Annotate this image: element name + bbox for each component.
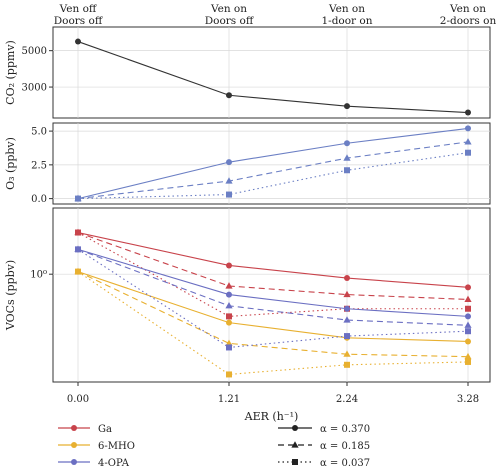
panel-frame: [52, 122, 491, 205]
data-point: [75, 229, 81, 236]
data-point: [344, 140, 350, 147]
series-line: [77, 271, 469, 376]
data-point: [226, 262, 232, 269]
data-point: [226, 159, 232, 166]
series-line: [77, 231, 469, 288]
data-point: [226, 371, 232, 378]
series-line: [77, 127, 469, 200]
data-point: [344, 361, 350, 368]
legend-linestyle-marker: [292, 425, 298, 431]
x-axis: 0.00 1.21 2.24 3.28 AER (h⁻¹): [67, 382, 479, 423]
data-point: [465, 313, 471, 320]
y-tick-label: 5000: [22, 46, 47, 57]
legend-alpha-label: α = 0.037: [320, 458, 370, 469]
data-point: [464, 138, 472, 145]
series-line: [77, 248, 469, 326]
legend-alpha-label: α = 0.185: [320, 441, 370, 452]
data-point: [75, 195, 81, 202]
series-line: [77, 232, 469, 301]
y-tick-label: 2.5: [31, 160, 47, 171]
x-tick-label: 2.24: [336, 394, 358, 405]
series-line: [77, 271, 469, 343]
data-point: [225, 282, 233, 289]
data-point: [465, 305, 471, 312]
y-tick-label: 5.0: [31, 127, 47, 138]
chart-panels: 5000 3000 CO₂ (ppmv) 5.0 2.5 0.0 O₃ (ppbv) 10⁰ V…: [4, 26, 491, 383]
data-point: [464, 295, 472, 303]
data-point: [465, 284, 471, 291]
series-line: [77, 141, 469, 200]
data-point: [343, 350, 351, 357]
data-point: [344, 275, 350, 282]
legend: Ga 6-MHO 4-OPA α = 0.370 α = 0.185 α = 0.037: [58, 424, 370, 469]
y-tick-label: 0.0: [31, 194, 47, 205]
y-tick-label: 3000: [22, 83, 47, 94]
panel-2: 5.0 2.5 0.0 O₃ (ppbv): [4, 122, 491, 205]
data-point: [225, 177, 233, 184]
condition-label-line2: 2-doors on: [440, 15, 497, 27]
condition-label-line1: Ven on: [449, 3, 486, 15]
data-point: [464, 321, 472, 328]
series-line: [77, 232, 468, 317]
legend-compound-label: 6-MHO: [98, 441, 135, 452]
y-axis-label: CO₂ (ppmv): [4, 40, 17, 105]
series-line: [77, 248, 469, 349]
data-point: [226, 344, 232, 351]
x-tick-label: 0.00: [67, 394, 89, 405]
data-point: [344, 103, 350, 110]
data-point: [226, 313, 232, 320]
data-point: [344, 167, 350, 174]
condition-label-line1: Ven off: [59, 3, 98, 15]
y-tick-label: 10⁰: [30, 270, 47, 281]
x-tick-label: 1.21: [218, 394, 240, 405]
data-point: [343, 154, 351, 161]
data-point: [465, 109, 471, 116]
legend-swatch-marker: [71, 442, 77, 448]
data-point: [344, 305, 350, 312]
data-point: [226, 291, 232, 298]
data-point: [75, 246, 81, 253]
data-point: [465, 328, 471, 335]
data-point: [75, 38, 81, 45]
panel-frame: [52, 26, 491, 119]
legend-compound-label: Ga: [98, 424, 112, 435]
legend-linestyle-marker: [292, 459, 298, 465]
condition-label-line2: 1-door on: [321, 15, 372, 27]
x-tick-label: 3.28: [457, 394, 479, 405]
series-line: [77, 41, 469, 114]
data-point: [225, 339, 233, 346]
panel-3: 10⁰ VOCs (ppbv): [4, 207, 491, 383]
series-line: [77, 248, 469, 317]
data-point: [465, 358, 471, 365]
x-axis-label: AER (h⁻¹): [244, 410, 299, 423]
condition-label-line2: Doors off: [205, 15, 255, 27]
panel-frame: [52, 207, 491, 383]
data-point: [344, 333, 350, 340]
data-point: [343, 290, 351, 298]
condition-label-line2: Doors off: [54, 15, 104, 27]
data-point: [464, 352, 472, 360]
series-line: [77, 271, 469, 358]
data-point: [465, 125, 471, 132]
condition-label-line1: Ven on: [328, 3, 365, 15]
legend-compound-label: 4-OPA: [98, 458, 130, 469]
data-point: [75, 268, 81, 275]
data-point: [465, 338, 471, 345]
y-axis-label: VOCs (ppbv): [4, 260, 17, 331]
legend-linestyle-marker: [291, 441, 299, 448]
data-point: [226, 319, 232, 326]
legend-swatch-marker: [71, 459, 77, 465]
data-point: [343, 316, 351, 323]
legend-swatch-marker: [71, 425, 77, 431]
data-point: [225, 301, 233, 309]
legend-alpha-label: α = 0.370: [320, 424, 370, 435]
condition-label-line1: Ven on: [210, 3, 247, 15]
y-axis-label: O₃ (ppbv): [4, 137, 17, 190]
data-point: [226, 92, 232, 99]
data-point: [465, 149, 471, 156]
data-point: [226, 191, 232, 198]
panel-1: 5000 3000 CO₂ (ppmv): [4, 26, 491, 119]
